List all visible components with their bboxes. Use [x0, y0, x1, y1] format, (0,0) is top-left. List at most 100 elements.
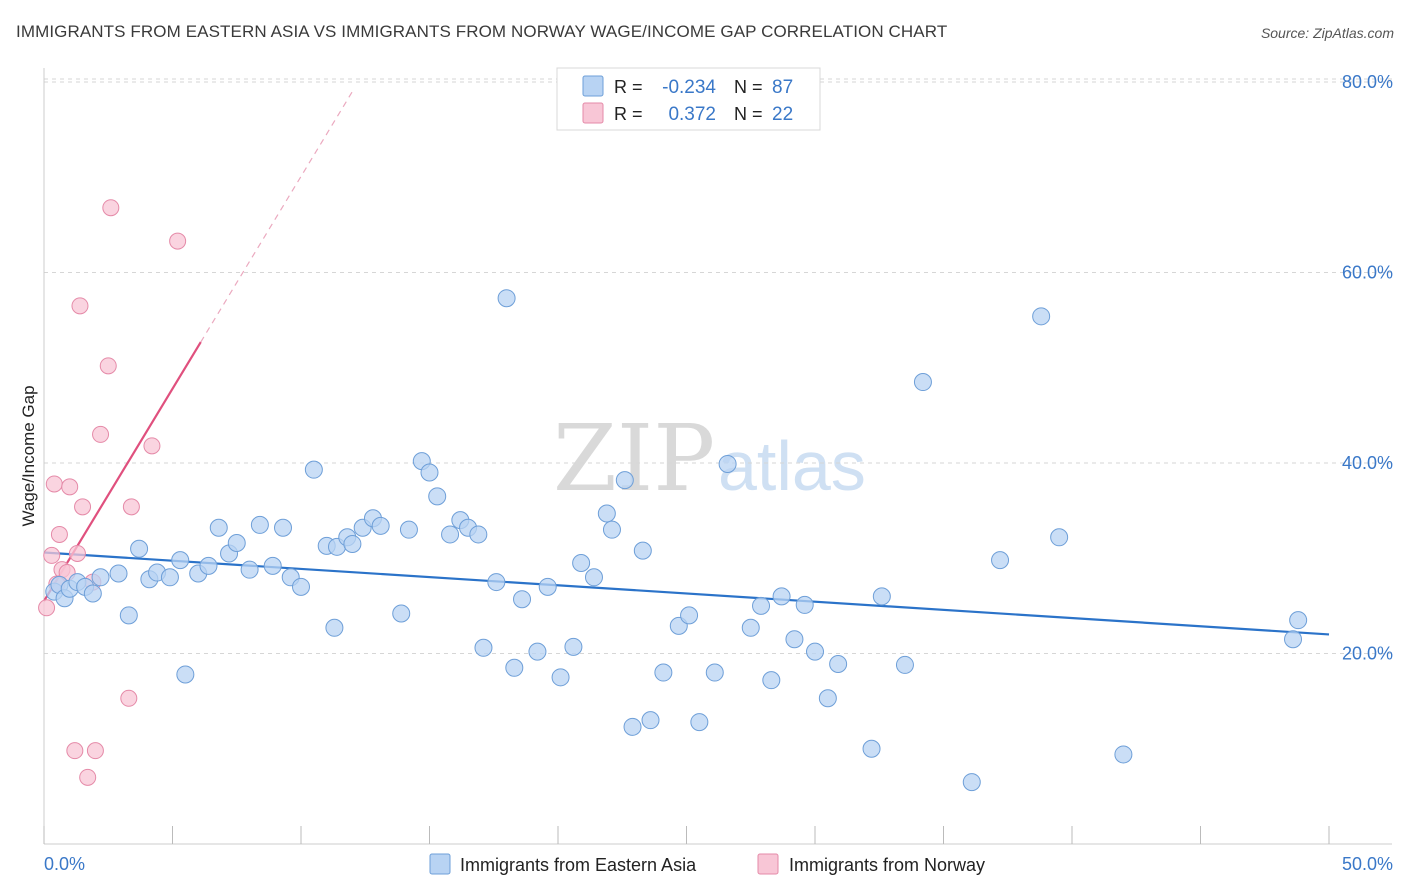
data-point-norway — [45, 475, 63, 493]
stats-legend-swatch-blue — [582, 75, 604, 97]
data-point-eastern-asia — [872, 587, 891, 606]
data-point-eastern-asia — [119, 606, 138, 625]
data-point-eastern-asia — [209, 518, 228, 537]
data-point-eastern-asia — [818, 689, 837, 708]
data-point-eastern-asia — [806, 642, 824, 661]
data-point-eastern-asia — [572, 554, 591, 573]
data-point-eastern-asia — [991, 551, 1010, 570]
data-point-norway — [102, 199, 120, 217]
x-tick-label-min: 0.0% — [44, 854, 85, 874]
stats-r-value-blue: -0.234 — [662, 77, 716, 98]
data-point-norway — [71, 297, 89, 315]
data-point-eastern-asia — [680, 606, 699, 625]
watermark-zip: ZIP — [553, 405, 715, 512]
data-point-eastern-asia — [584, 568, 603, 587]
data-point-eastern-asia — [392, 604, 411, 623]
trend-lines — [43, 91, 1330, 636]
stats-n-value-pink: 22 — [772, 104, 793, 125]
y-axis-title: Wage/Income Gap — [19, 385, 38, 526]
data-point-eastern-asia — [199, 556, 218, 575]
stats-r-label-blue: R = — [614, 77, 643, 97]
data-point-eastern-asia — [741, 618, 760, 637]
data-point-eastern-asia — [274, 518, 293, 537]
data-point-norway — [99, 357, 117, 375]
y-tick-labels: 20.0% 40.0% 60.0% 80.0% — [1342, 72, 1393, 664]
data-point-eastern-asia — [505, 658, 524, 677]
data-point-norway — [92, 425, 110, 443]
source-credit: Source: ZipAtlas.com — [1260, 25, 1394, 41]
data-point-eastern-asia — [1114, 745, 1133, 764]
data-point-eastern-asia — [469, 525, 488, 544]
data-point-eastern-asia — [420, 463, 439, 482]
data-point-eastern-asia — [785, 630, 804, 649]
data-point-eastern-asia — [1032, 307, 1051, 326]
data-point-eastern-asia — [829, 654, 848, 673]
stats-legend-swatch-pink — [582, 102, 604, 124]
data-point-eastern-asia — [428, 487, 447, 506]
stats-legend: R = -0.234 N = 87 R = 0.372 N = 22 — [556, 67, 821, 131]
data-point-eastern-asia — [304, 460, 323, 479]
data-point-norway — [66, 742, 84, 760]
data-point-eastern-asia — [862, 739, 881, 758]
data-point-eastern-asia — [564, 637, 583, 656]
data-point-norway — [120, 689, 138, 707]
data-point-eastern-asia — [913, 373, 932, 392]
data-point-norway — [79, 768, 97, 786]
y-tick-label: 40.0% — [1342, 453, 1393, 473]
y-tick-label: 60.0% — [1342, 263, 1393, 283]
stats-n-label-pink: N = — [734, 104, 763, 124]
data-point-norway — [74, 498, 92, 516]
data-point-norway — [61, 478, 79, 496]
data-point-eastern-asia — [602, 520, 621, 539]
data-point-norway — [38, 599, 56, 617]
trend-line-eastern-asia — [43, 551, 1330, 636]
data-point-eastern-asia — [1284, 630, 1303, 649]
data-point-eastern-asia — [718, 454, 737, 473]
data-point-norway — [169, 232, 187, 250]
data-point-norway — [50, 525, 68, 543]
data-point-eastern-asia — [227, 534, 246, 553]
data-point-eastern-asia — [487, 573, 506, 592]
data-point-norway — [143, 437, 161, 455]
trend-line-norway — [43, 341, 202, 602]
x-ticks — [43, 826, 1330, 844]
legend-swatch-eastern-asia — [429, 853, 451, 875]
x-tick-label-max: 50.0% — [1342, 854, 1393, 874]
data-point-norway — [122, 498, 140, 516]
data-point-eastern-asia — [623, 717, 642, 736]
data-point-eastern-asia — [551, 668, 570, 687]
data-point-eastern-asia — [160, 568, 179, 587]
data-point-eastern-asia — [250, 515, 269, 534]
data-point-eastern-asia — [497, 289, 516, 308]
page-title: IMMIGRANTS FROM EASTERN ASIA VS IMMIGRAN… — [16, 22, 948, 41]
data-point-eastern-asia — [130, 539, 149, 558]
data-point-eastern-asia — [752, 596, 771, 615]
data-point-eastern-asia — [615, 471, 634, 490]
data-point-eastern-asia — [1050, 528, 1069, 547]
data-point-eastern-asia — [109, 564, 128, 583]
stats-n-label-blue: N = — [734, 77, 763, 97]
data-point-eastern-asia — [962, 773, 981, 792]
legend-swatch-norway — [757, 853, 779, 875]
data-point-eastern-asia — [371, 516, 390, 535]
trend-line-norway-extension — [200, 91, 353, 343]
data-point-eastern-asia — [690, 713, 709, 732]
data-point-eastern-asia — [654, 663, 673, 682]
data-point-eastern-asia — [399, 520, 418, 539]
data-point-norway — [43, 546, 61, 564]
y-tick-label: 20.0% — [1342, 644, 1393, 664]
stats-n-value-blue: 87 — [772, 77, 793, 98]
legend-label-eastern-asia: Immigrants from Eastern Asia — [460, 855, 697, 875]
data-point-eastern-asia — [513, 590, 532, 609]
data-point-eastern-asia — [1289, 611, 1308, 630]
data-point-norway — [68, 544, 86, 562]
data-point-eastern-asia — [895, 655, 914, 674]
data-point-eastern-asia — [474, 638, 493, 657]
data-point-eastern-asia — [83, 584, 102, 603]
data-point-norway — [86, 742, 104, 760]
data-point-eastern-asia — [795, 595, 814, 614]
data-point-eastern-asia — [441, 525, 460, 544]
data-point-eastern-asia — [91, 568, 110, 587]
watermark-atlas: atlas — [718, 427, 866, 505]
